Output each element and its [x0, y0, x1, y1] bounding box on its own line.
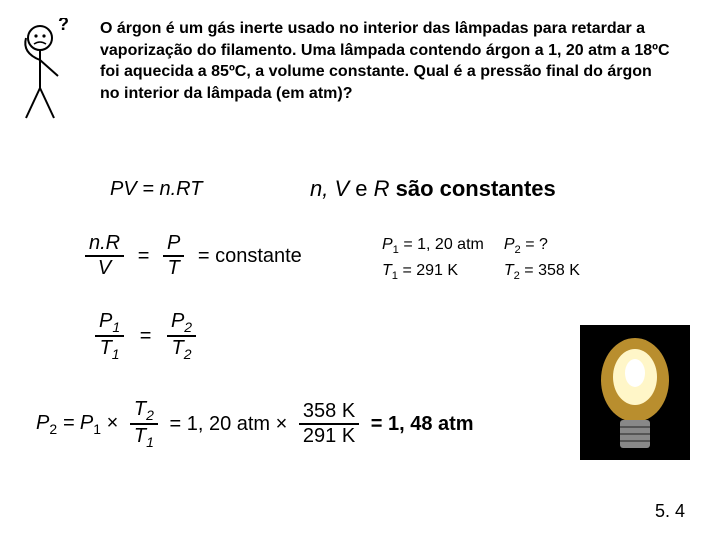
svg-text:?: ?: [58, 18, 69, 34]
known-values: P1 = 1, 20 atm P2 = ? T1 = 291 K T2 = 35…: [380, 232, 600, 286]
sol-t2-num: T: [134, 398, 146, 420]
frac2-den: T: [163, 255, 184, 280]
known-row-pressure: P1 = 1, 20 atm P2 = ?: [382, 234, 598, 258]
problem-statement: O árgon é um gás inerte usado no interio…: [100, 18, 675, 104]
t2-den: T: [172, 337, 184, 359]
t2-val: = 358 K: [520, 262, 580, 279]
frac-p2-t2: P2 T2: [167, 310, 196, 362]
t1-sym: T: [382, 262, 392, 279]
t1-den: T: [100, 337, 112, 359]
equation-row-3: P1 T1 = P2 T2: [95, 310, 196, 362]
known-row-temperature: T1 = 291 K T2 = 358 K: [382, 260, 598, 284]
sol-result-text: = 1, 48 atm: [371, 413, 474, 435]
sol-lhs: P2 = P1 ×: [30, 412, 124, 437]
frac1-den: V: [85, 255, 124, 280]
p2-sym: P: [504, 236, 515, 253]
frac-358-291: 358 K 291 K: [299, 400, 359, 448]
const-r: R: [374, 176, 396, 201]
frac-t2-t1: T2 T1: [130, 398, 158, 450]
t2-sym: T: [504, 262, 514, 279]
p1-sym: P: [382, 236, 393, 253]
sol-result: = 1, 48 atm: [365, 413, 480, 436]
frac-p1-t1: P1 T1: [95, 310, 124, 362]
lightbulb-icon: [580, 325, 690, 460]
equation-row-2: n.R V = P T = constante: [85, 232, 310, 280]
t1-val: = 291 K: [398, 262, 458, 279]
const-end: são constantes: [396, 176, 556, 201]
sol-times: ×: [101, 412, 118, 434]
sol-p2: P: [36, 412, 49, 434]
eq-constante: = constante: [190, 245, 310, 268]
const-e: e: [355, 176, 373, 201]
frac1-num: n.R: [85, 232, 124, 255]
p1-val: = 1, 20 atm: [399, 236, 484, 253]
sol-291: 291 K: [299, 423, 359, 448]
p1-num: P: [99, 310, 112, 332]
solution-row: P2 = P1 × T2 T1 = 1, 20 atm × 358 K 291 …: [30, 398, 480, 450]
equals-1: =: [130, 245, 158, 268]
sol-t1-den: T: [134, 425, 146, 447]
eq-pvnrt: PV = n.RT: [110, 178, 202, 200]
frac-p-t: P T: [163, 232, 184, 280]
page-number: 5. 4: [655, 501, 685, 522]
sol-358: 358 K: [299, 400, 359, 423]
constants-statement: n, V e R são constantes: [310, 176, 556, 202]
p2-num: P: [171, 310, 184, 332]
frac-nr-v: n.R V: [85, 232, 124, 280]
p2-val: = ?: [521, 236, 548, 253]
equals-2: =: [130, 325, 162, 348]
equation-row-1: PV = n.RT n, V e R são constantes: [110, 178, 670, 201]
const-n-v: n, V: [310, 176, 355, 201]
thinking-figure-icon: ?: [12, 18, 82, 128]
frac2-num: P: [163, 232, 184, 255]
sol-mid-val: = 1, 20 atm ×: [163, 413, 293, 436]
sol-eq: = P: [57, 412, 93, 434]
